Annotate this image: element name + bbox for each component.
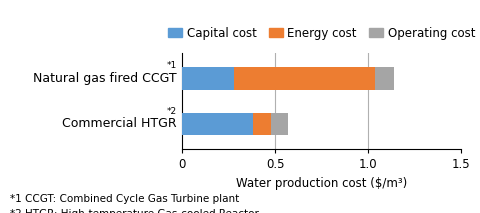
- Text: *1: *1: [167, 61, 177, 70]
- Bar: [272, 113, 288, 135]
- Text: *2 HTGR: High-temperature Gas-cooled Reactor: *2 HTGR: High-temperature Gas-cooled Rea…: [10, 209, 258, 213]
- Text: Natural gas fired CCGT: Natural gas fired CCGT: [33, 72, 177, 85]
- Text: *2: *2: [167, 107, 177, 116]
- Bar: [375, 67, 394, 90]
- Legend: Capital cost, Energy cost, Operating cost: Capital cost, Energy cost, Operating cos…: [168, 27, 475, 40]
- Bar: [182, 113, 253, 135]
- Bar: [182, 67, 234, 90]
- Text: Commercial HTGR: Commercial HTGR: [62, 118, 177, 131]
- Bar: [234, 67, 375, 90]
- Bar: [253, 113, 272, 135]
- X-axis label: Water production cost ($/m³): Water production cost ($/m³): [236, 177, 407, 190]
- Text: *1 CCGT: Combined Cycle Gas Turbine plant: *1 CCGT: Combined Cycle Gas Turbine plan…: [10, 194, 239, 204]
